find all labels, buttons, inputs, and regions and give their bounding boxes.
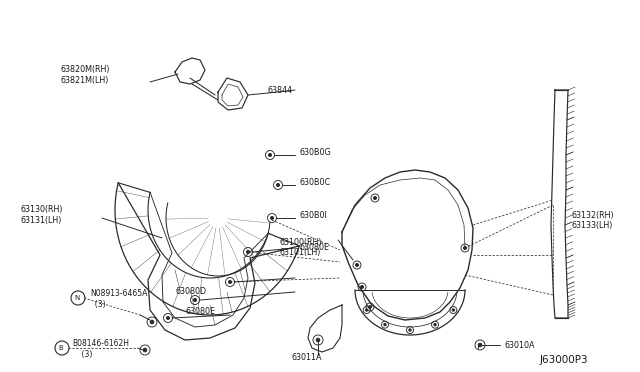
- Circle shape: [463, 247, 467, 250]
- Circle shape: [374, 196, 376, 199]
- Circle shape: [143, 348, 147, 352]
- Circle shape: [276, 183, 280, 186]
- Circle shape: [478, 343, 482, 347]
- Text: B08146-6162H: B08146-6162H: [72, 340, 129, 349]
- Text: 630B0C: 630B0C: [300, 177, 331, 186]
- Text: 63080E: 63080E: [185, 308, 215, 317]
- Text: (3): (3): [90, 301, 106, 310]
- Circle shape: [384, 323, 386, 326]
- Circle shape: [355, 263, 358, 266]
- Text: N08913-6465A: N08913-6465A: [90, 289, 147, 298]
- Text: 63100(RH): 63100(RH): [280, 237, 323, 247]
- Text: 63010A: 63010A: [505, 340, 536, 350]
- Circle shape: [409, 329, 411, 331]
- Circle shape: [166, 317, 170, 320]
- Circle shape: [365, 309, 368, 311]
- Text: J63000P3: J63000P3: [540, 355, 589, 365]
- Text: 63101(LH): 63101(LH): [280, 247, 321, 257]
- Text: 630B0I: 630B0I: [300, 211, 328, 219]
- Text: 63130(RH)
63131(LH): 63130(RH) 63131(LH): [20, 205, 63, 225]
- Text: 63011A: 63011A: [292, 353, 323, 362]
- Text: 63080E: 63080E: [300, 244, 330, 253]
- Text: 630B0G: 630B0G: [300, 148, 332, 157]
- Text: B: B: [58, 345, 63, 351]
- Text: (3): (3): [72, 350, 92, 359]
- Text: 63132(RH): 63132(RH): [572, 211, 614, 219]
- Circle shape: [193, 298, 196, 301]
- Circle shape: [246, 250, 250, 253]
- Circle shape: [452, 309, 454, 311]
- Text: 63820M(RH)
63821M(LH): 63820M(RH) 63821M(LH): [60, 65, 109, 85]
- Circle shape: [360, 285, 364, 289]
- Circle shape: [150, 320, 154, 324]
- Text: N: N: [74, 295, 80, 301]
- Circle shape: [271, 217, 273, 219]
- Text: 63080D: 63080D: [175, 288, 206, 296]
- Text: 63133(LH): 63133(LH): [572, 221, 613, 230]
- Circle shape: [269, 154, 271, 157]
- Circle shape: [434, 323, 436, 326]
- Text: 63844: 63844: [268, 86, 293, 94]
- Circle shape: [369, 305, 371, 308]
- Circle shape: [316, 338, 320, 342]
- Circle shape: [228, 280, 232, 283]
